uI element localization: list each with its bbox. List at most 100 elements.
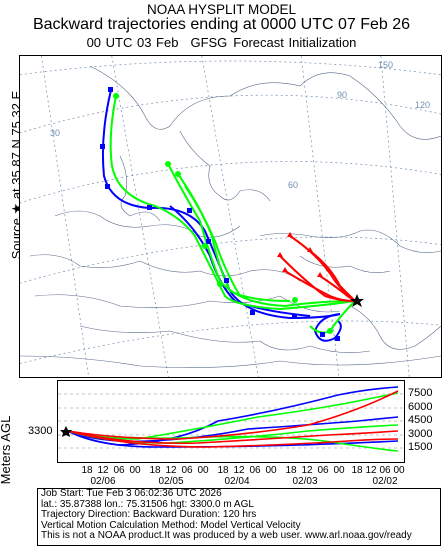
trajectory-marker xyxy=(100,144,105,149)
trajectory-green xyxy=(184,185,241,297)
trajectory-marker xyxy=(317,272,323,277)
trajectory-blue xyxy=(313,313,342,342)
hour-tick: 12 xyxy=(97,465,109,476)
green-markers xyxy=(113,93,333,334)
trajectory-red xyxy=(309,250,356,302)
red-markers xyxy=(277,232,323,277)
trajectory-green xyxy=(167,163,356,308)
hour-tick: 18 xyxy=(81,465,93,476)
hour-tick: 18 xyxy=(285,465,297,476)
elevation-axis-label: Meters AGL xyxy=(0,415,13,485)
hour-tick: 00 xyxy=(197,465,209,476)
graticule-line xyxy=(20,320,441,364)
grid-label: 90 xyxy=(337,90,347,100)
coastline xyxy=(79,325,371,353)
hour-tick: 00 xyxy=(129,465,141,476)
hour-tick: 12 xyxy=(301,465,313,476)
elevation-traces xyxy=(67,386,399,452)
date-ticks: 02/06 02/05 02/04 02/03 02/02 xyxy=(57,476,405,490)
graticule-line xyxy=(20,60,441,76)
graticule-line xyxy=(111,56,169,377)
coastline xyxy=(89,65,441,140)
height-label: 1500 xyxy=(408,441,433,453)
trajectory-marker xyxy=(292,297,298,303)
met-data: GFSG xyxy=(190,35,228,50)
grid-label: 120 xyxy=(415,100,430,110)
hour-tick: 06 xyxy=(379,465,391,476)
trajectory-marker xyxy=(217,281,223,287)
hour-ticks: 18 12 06 00 18 12 06 00 18 12 06 00 18 1… xyxy=(57,465,405,479)
graticule-line xyxy=(20,94,441,134)
elevation-panel xyxy=(57,380,405,463)
trajectory-blue xyxy=(101,89,341,320)
trajectory-red xyxy=(279,255,356,302)
trajectory-marker xyxy=(206,239,211,244)
coastline xyxy=(119,155,161,222)
hour-tick: 12 xyxy=(233,465,245,476)
coastlines xyxy=(20,65,441,368)
grid-label: 150 xyxy=(378,60,393,70)
trajectory-marker xyxy=(320,332,325,337)
trajectory-marker xyxy=(335,336,340,341)
trajectory-map: 150 120 90 60 30 xyxy=(19,55,442,378)
graticule-labels: 150 120 90 60 30 xyxy=(50,60,430,190)
run-time: 00 UTC 03 Feb xyxy=(86,35,179,50)
trajectory-info: Trajectory Direction: Backward Duration:… xyxy=(41,509,257,520)
page-title: NOAA HYSPLIT MODEL xyxy=(146,2,297,17)
hour-tick: 12 xyxy=(365,465,377,476)
graticule xyxy=(20,56,441,377)
hour-tick: 18 xyxy=(217,465,229,476)
trajectory-marker xyxy=(113,93,119,99)
forecast-init: Forecast Initialization xyxy=(233,35,357,50)
elevation-trace-green xyxy=(67,392,399,440)
coastline xyxy=(259,229,441,253)
hour-tick: 18 xyxy=(351,465,363,476)
date-tick: 02/04 xyxy=(224,476,250,487)
height-label: 3000 xyxy=(408,428,433,440)
elevation-trace-red xyxy=(67,430,399,445)
height-label: 4500 xyxy=(408,414,433,426)
trajectory-marker xyxy=(287,232,293,237)
trajectory-marker xyxy=(187,208,192,213)
trajectory-marker xyxy=(202,243,208,249)
grid-label: 30 xyxy=(50,128,60,138)
elevation-trace-red xyxy=(67,390,399,440)
graticule-line xyxy=(300,56,340,377)
blue-markers xyxy=(100,87,340,341)
grid-label: 60 xyxy=(288,180,298,190)
start-star-icon xyxy=(60,426,72,437)
trajectory-red xyxy=(284,270,356,303)
hour-tick: 12 xyxy=(165,465,177,476)
trajectory-marker xyxy=(105,184,110,189)
coastline xyxy=(349,305,441,350)
trajectory-marker xyxy=(282,267,288,272)
hour-tick: 00 xyxy=(333,465,345,476)
trajectory-marker xyxy=(175,171,181,177)
trajectory-blue xyxy=(169,205,311,317)
trajectory-marker xyxy=(108,87,113,92)
coastline xyxy=(29,254,301,282)
hour-tick: 06 xyxy=(181,465,193,476)
elevation-svg xyxy=(58,386,404,452)
trajectory-marker xyxy=(224,278,229,283)
disclaimer: This is not a NOAA product.It was produc… xyxy=(41,530,412,541)
map-svg: 150 120 90 60 30 xyxy=(20,56,441,377)
date-tick: 02/02 xyxy=(372,476,398,487)
trajectory-marker xyxy=(147,205,152,210)
trajectory-red xyxy=(319,275,351,299)
trajectories xyxy=(101,89,356,342)
start-height-label: 3300 xyxy=(28,425,53,437)
coastline xyxy=(299,255,391,273)
trajectory-marker xyxy=(250,310,255,315)
height-label: 7500 xyxy=(408,387,433,399)
coastline xyxy=(20,355,441,368)
source-star-icon xyxy=(350,294,364,307)
job-start: Job Start: Tue Feb 3 06:02:36 UTC 2026 xyxy=(41,488,222,499)
graticule-line xyxy=(41,56,90,377)
page-subtitle: Backward trajectories ending at 0000 UTC… xyxy=(32,16,411,33)
info-box: Job Start: Tue Feb 3 06:02:36 UTC 2026 l… xyxy=(37,488,441,546)
date-tick: 02/06 xyxy=(90,476,116,487)
hour-tick: 00 xyxy=(265,465,277,476)
trajectory-marker xyxy=(165,161,171,167)
date-tick: 02/03 xyxy=(292,476,318,487)
